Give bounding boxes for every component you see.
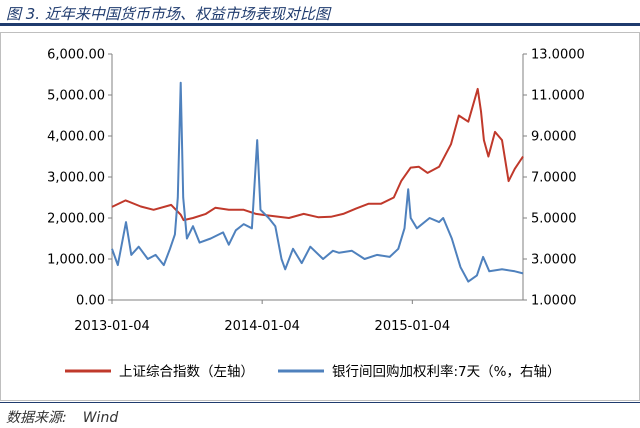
right-tick-label: 7.0000 xyxy=(531,171,577,186)
source-note: 数据来源: Wind xyxy=(6,407,118,427)
left-axis-ticks: 0.00 1,000.00 2,000.00 3,000.00 4,000.00 5,00… xyxy=(47,48,112,309)
right-axis-ticks: 1.0000 3.0000 5.0000 7.0000 9.0000 11.0000 13.… xyxy=(523,48,585,309)
series-line-shanghai-composite xyxy=(111,87,524,222)
left-tick-label: 5,000.00 xyxy=(47,89,105,104)
chart-title: 图 3. 近年来中国货币市场、权益市场表现对比图 xyxy=(6,5,330,23)
left-tick-label: 0.00 xyxy=(76,294,105,309)
left-tick-label: 2,000.00 xyxy=(47,212,105,227)
x-tick-label: 2013-01-04 xyxy=(74,319,150,334)
left-tick-label: 3,000.00 xyxy=(47,171,105,186)
right-tick-label: 3.0000 xyxy=(531,253,577,268)
series-lines xyxy=(111,81,524,283)
series-line-repo-rate-7d xyxy=(111,81,524,283)
right-tick-label: 1.0000 xyxy=(531,294,577,309)
source-label: 数据来源: xyxy=(6,410,67,426)
source-value: Wind xyxy=(82,410,119,426)
right-tick-label: 11.0000 xyxy=(531,89,585,104)
x-tick-label: 2015-01-04 xyxy=(375,319,451,334)
left-tick-label: 4,000.00 xyxy=(47,130,105,145)
legend-label-series1: 上证综合指数（左轴） xyxy=(119,364,254,380)
left-tick-label: 6,000.00 xyxy=(47,48,105,63)
right-tick-label: 5.0000 xyxy=(531,212,577,227)
right-tick-label: 9.0000 xyxy=(531,130,577,145)
x-axis-ticks: 2013-01-04 2014-01-04 2015-01-04 xyxy=(74,300,450,334)
left-tick-label: 1,000.00 xyxy=(47,253,105,268)
footer-rule xyxy=(0,402,640,403)
title-rule xyxy=(0,23,640,26)
right-tick-label: 13.0000 xyxy=(531,48,585,63)
x-tick-label: 2014-01-04 xyxy=(224,319,300,334)
legend-label-series2: 银行间回购加权利率:7天（%，右轴） xyxy=(332,363,560,380)
